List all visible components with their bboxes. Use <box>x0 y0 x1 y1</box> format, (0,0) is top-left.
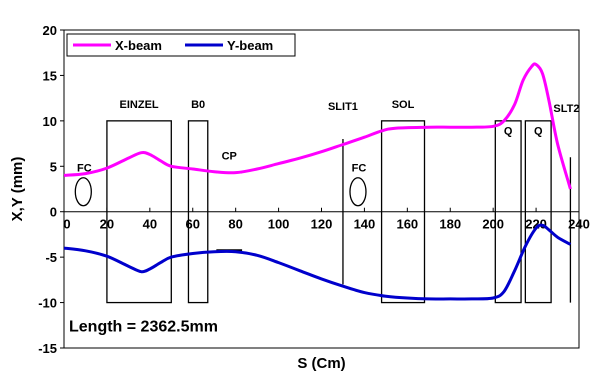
y-tick-label: 5 <box>50 159 57 174</box>
element-box <box>494 120 522 304</box>
element-box <box>380 120 426 304</box>
faraday-cup <box>74 177 92 207</box>
legend-entry: Y-beam <box>227 38 273 53</box>
x-tick-label: 0 <box>63 217 70 232</box>
element-label: SLIT1 <box>328 101 358 113</box>
element-label: B0 <box>191 99 205 111</box>
y-tick-label: 0 <box>50 205 57 220</box>
element-box <box>524 120 552 304</box>
series-layer <box>63 62 572 301</box>
beamline-element-slit1: SLIT1 <box>328 101 358 285</box>
beamline-element-q: Q <box>494 120 522 304</box>
x-axis-label: S (Cm) <box>297 355 345 372</box>
legend-entry: X-beam <box>115 38 162 53</box>
beamline-element-sol: SOL <box>380 99 426 304</box>
beamline-element-fc: FC <box>349 163 367 207</box>
x-tick-label: 200 <box>482 217 504 232</box>
axes: 0 20 40 60 80 100 120 140 160 180 200 220 240-15-10-… <box>38 23 590 356</box>
element-label: SOL <box>392 99 415 111</box>
x-tick-label: 80 <box>228 217 242 232</box>
element-label: EINZEL <box>120 99 159 111</box>
x-tick-label: 40 <box>143 217 157 232</box>
series-line-x-beam <box>63 62 572 190</box>
y-tick-label: -5 <box>45 250 57 265</box>
faraday-cup <box>349 177 367 207</box>
element-box <box>187 120 209 304</box>
y-tick-label: -15 <box>38 341 57 356</box>
element-label: Q <box>504 125 513 137</box>
beamline-element-slt2: SLT2 <box>553 103 579 303</box>
plot-area <box>63 29 580 349</box>
y-tick-label: 10 <box>43 114 57 129</box>
y-tick-label: 20 <box>43 23 57 38</box>
x-tick-label: 160 <box>396 217 418 232</box>
plot-frame <box>63 29 580 349</box>
y-tick-label: -10 <box>38 296 57 311</box>
beamline-element-b0: B0 <box>187 99 209 304</box>
x-tick-label: 140 <box>354 217 376 232</box>
x-tick-label: 120 <box>311 217 333 232</box>
y-axis-label: X,Y (mm) <box>9 157 26 222</box>
legend-box <box>66 33 296 57</box>
beamline-element-q: Q <box>524 120 552 304</box>
series-line-y-beam <box>63 223 572 301</box>
x-tick-label: 240 <box>568 217 590 232</box>
element-label: CP <box>222 151 237 163</box>
beamline-element-einzel: EINZEL <box>106 99 172 304</box>
element-box <box>106 120 172 304</box>
legend: X-beam Y-beam <box>66 33 296 57</box>
element-label: FC <box>352 163 367 175</box>
y-tick-label: 15 <box>43 68 57 83</box>
element-label: SLT2 <box>553 103 579 115</box>
x-tick-label: 220 <box>525 217 547 232</box>
x-tick-label: 180 <box>439 217 461 232</box>
x-tick-label: 100 <box>268 217 290 232</box>
element-label: Q <box>534 125 543 137</box>
length-annotation: Length = 2362.5mm <box>69 318 218 335</box>
x-tick-label: 60 <box>186 217 200 232</box>
